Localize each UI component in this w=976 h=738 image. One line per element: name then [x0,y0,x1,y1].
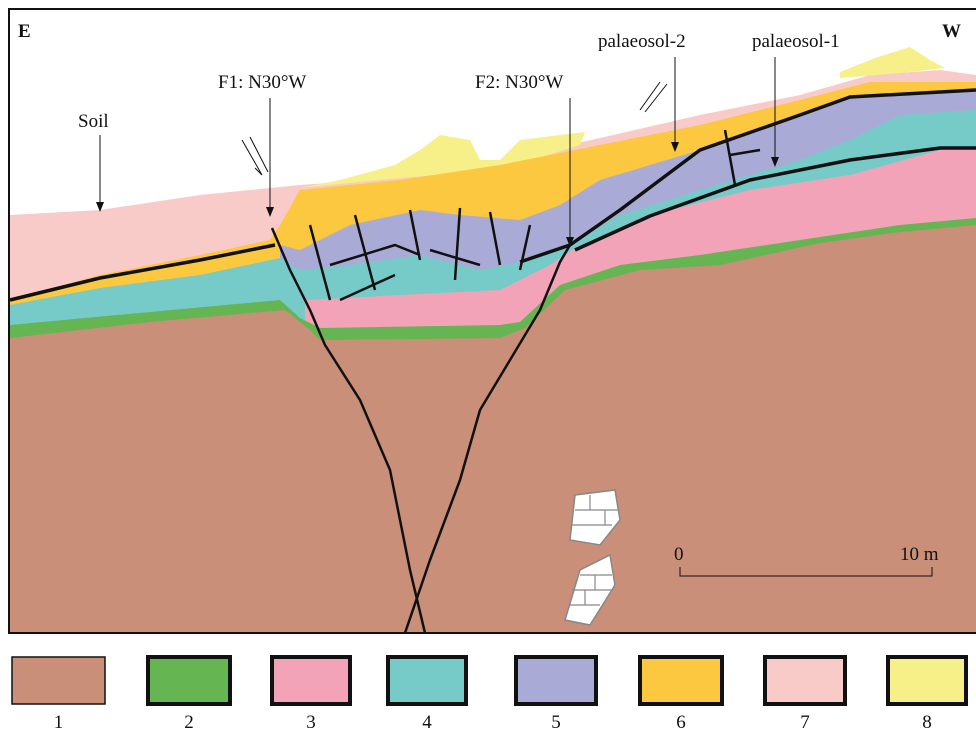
soil-label: Soil [78,111,109,132]
legend-label: 2 [184,712,194,733]
legend-swatch [12,657,105,704]
legend-swatch [516,657,596,704]
legend-label: 5 [551,712,561,733]
legend-label: 4 [422,712,432,733]
page: {"header": {"east": "E", "west": "W"}, "… [0,0,976,733]
legend-swatch [640,657,722,704]
legend-label: 8 [922,712,932,733]
legend-swatch [388,657,466,704]
legend-swatch [272,657,350,704]
legend-label: 3 [306,712,316,733]
fault-label: F2: N30°W [475,72,563,93]
palaeosol-label: palaeosol-2 [598,31,686,52]
legend: 1 2 3 4 5 6 7 8 [12,657,966,733]
cross-section: E W Soil F1: N30°W F2: N30°W palaeosol-2… [0,0,976,733]
legend-label: 6 [676,712,686,733]
scale-label: 10 m [900,544,939,565]
legend-swatch [148,657,230,704]
legend-swatch [888,657,966,704]
scale-label: 0 [674,544,684,565]
legend-label: 1 [54,712,64,733]
palaeosol-label: palaeosol-1 [752,31,840,52]
west-label: W [942,21,961,42]
east-label: E [18,21,31,42]
fault-label: F1: N30°W [218,72,306,93]
legend-swatch [765,657,845,704]
legend-label: 7 [800,712,810,733]
